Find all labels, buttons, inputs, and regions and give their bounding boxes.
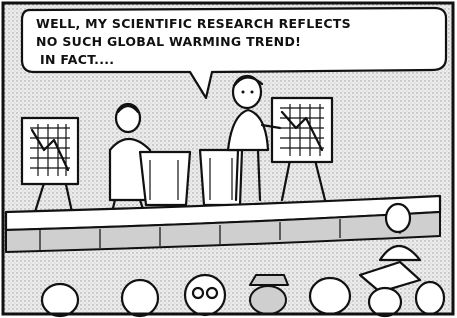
speech-line: WELL, MY SCIENTIFIC RESEARCH REFLECTS: [36, 16, 351, 31]
speech-line: IN FACT....: [40, 52, 114, 67]
comic-panel: WELL, MY SCIENTIFIC RESEARCH REFLECTS NO…: [0, 0, 457, 318]
speech-line: NO SUCH GLOBAL WARMING TREND!: [36, 34, 301, 49]
